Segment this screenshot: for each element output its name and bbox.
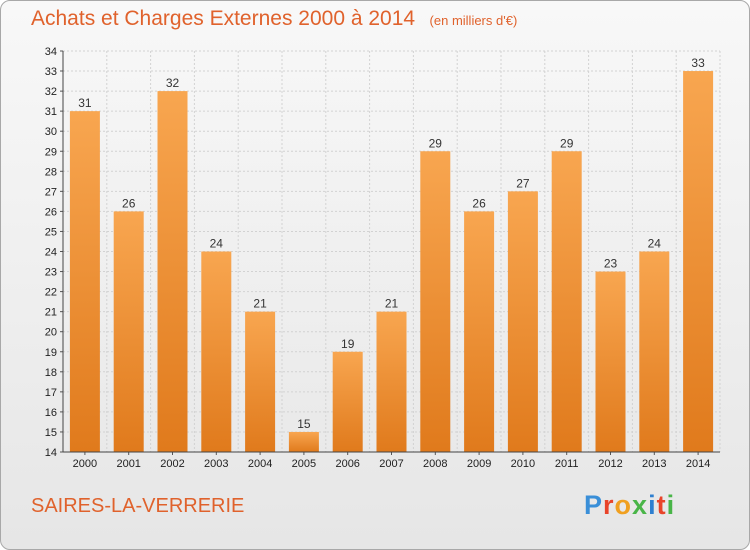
y-tick-label: 23	[45, 267, 57, 279]
x-tick-label: 2000	[73, 458, 97, 470]
bar-value-label: 15	[297, 417, 311, 431]
x-tick-label: 2006	[335, 458, 359, 470]
bar	[69, 111, 100, 453]
bar	[507, 191, 538, 452]
bar-value-label: 23	[604, 257, 618, 271]
bar-value-label: 31	[78, 96, 92, 110]
bar-value-label: 19	[341, 337, 355, 351]
x-tick-label: 2009	[467, 458, 491, 470]
y-tick-label: 15	[45, 427, 57, 439]
bars: 31 26 32 24 21 15 19 21 29 26 27 29 23 24 33	[69, 56, 714, 453]
y-tick-label: 24	[45, 247, 57, 259]
x-tick-label: 2001	[116, 458, 140, 470]
y-tick-label: 22	[45, 287, 57, 299]
logo-letter: o	[614, 490, 633, 520]
logo-letter: i	[648, 490, 657, 520]
logo-letter: i	[666, 490, 676, 520]
chart-title: Achats et Charges Externes 2000 à 2014	[31, 7, 416, 30]
y-tick-label: 20	[45, 327, 57, 339]
bar	[245, 311, 276, 452]
proxiti-logo[interactable]: Proxiti	[584, 490, 675, 521]
logo-letter: x	[632, 490, 649, 520]
x-tick-label: 2014	[686, 458, 710, 470]
bar	[595, 271, 626, 452]
bar-value-label: 24	[648, 237, 662, 251]
x-tick-label: 2005	[292, 458, 316, 470]
chart-unit: (en milliers d'€)	[429, 13, 518, 28]
bar	[113, 211, 144, 452]
y-tick-label: 33	[45, 66, 57, 78]
x-tick-label: 2011	[555, 458, 579, 470]
bar-value-label: 24	[210, 237, 224, 251]
bar	[157, 91, 188, 452]
x-tick-label: 2010	[511, 458, 535, 470]
bar	[201, 251, 232, 452]
y-tick-label: 31	[45, 106, 57, 118]
x-tick-label: 2003	[204, 458, 228, 470]
bar-value-label: 32	[166, 76, 180, 90]
chart-title-block: Achats et Charges Externes 2000 à 2014 (…	[31, 7, 517, 31]
y-tick-label: 34	[45, 46, 57, 58]
bar-value-label: 26	[122, 196, 136, 210]
y-tick-label: 27	[45, 186, 57, 198]
y-tick-label: 16	[45, 407, 57, 419]
bar-value-label: 29	[560, 136, 574, 150]
y-tick-label: 29	[45, 146, 57, 158]
x-tick-label: 2013	[642, 458, 666, 470]
bar	[464, 211, 495, 452]
bar	[288, 431, 319, 452]
bar	[683, 71, 714, 453]
bar	[376, 311, 407, 452]
y-tick-label: 18	[45, 367, 57, 379]
bar	[332, 351, 363, 452]
bar-value-label: 29	[429, 136, 443, 150]
y-tick-label: 32	[45, 86, 57, 98]
x-tick-label: 2008	[423, 458, 447, 470]
logo-letter: t	[656, 490, 667, 520]
bar-value-label: 21	[253, 297, 267, 311]
x-tick-label: 2004	[248, 458, 272, 470]
bar-value-label: 33	[691, 56, 705, 70]
logo-letter: r	[603, 490, 615, 520]
y-tick-label: 17	[45, 387, 57, 399]
commune-name: SAIRES-LA-VERRERIE	[31, 495, 245, 517]
logo-letter: P	[584, 490, 604, 520]
y-tick-label: 26	[45, 206, 57, 218]
bar	[420, 151, 451, 452]
x-tick-label: 2012	[598, 458, 622, 470]
bar-value-label: 27	[516, 176, 530, 190]
axes: 14 15 16 17 18 19 20 21 22 23 24 25 26 27 28 29 30 31 32 33…	[45, 46, 720, 470]
y-tick-label: 30	[45, 126, 57, 138]
x-tick-label: 2007	[379, 458, 403, 470]
y-tick-label: 19	[45, 347, 57, 359]
y-tick-label: 14	[45, 447, 57, 459]
x-tick-label: 2002	[160, 458, 184, 470]
bar-value-label: 21	[385, 297, 399, 311]
bar	[639, 251, 670, 452]
bar-value-label: 26	[472, 196, 486, 210]
bar	[551, 151, 582, 452]
y-tick-label: 28	[45, 166, 57, 178]
y-tick-label: 21	[45, 307, 57, 319]
y-tick-label: 25	[45, 226, 57, 238]
